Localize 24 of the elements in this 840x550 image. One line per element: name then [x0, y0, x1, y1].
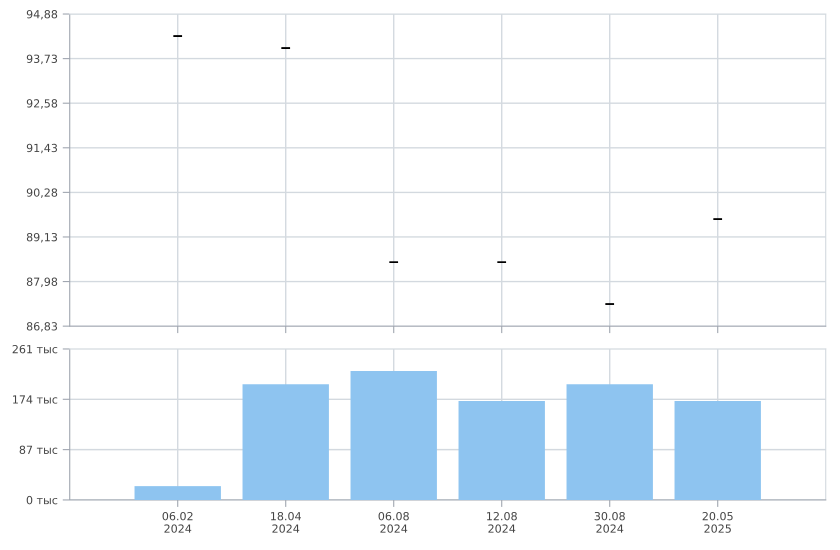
y-tick-label: 261 тыс	[12, 344, 58, 354]
bar	[566, 384, 653, 500]
y-tick-label: 87 тыс	[20, 446, 58, 454]
y-tick-label: 87,98	[26, 278, 58, 288]
bar	[350, 370, 437, 500]
x-tick-label: 18.04 2024	[271, 512, 301, 533]
y-tick-label: 91,43	[26, 144, 58, 154]
y-tick-label: 93,73	[26, 54, 58, 64]
y-tick-label: 94,88	[26, 10, 58, 20]
x-tick-label: 30.08 2024	[594, 512, 625, 533]
x-tick-label: 12.08 2024	[487, 512, 517, 533]
bar	[134, 486, 221, 500]
y-tick-label: 0 тыс	[26, 496, 58, 504]
bar	[242, 384, 329, 500]
y-tick-label: 89,13	[26, 232, 58, 242]
y-tick-label: 174 тыс	[13, 395, 58, 404]
y-tick-label: 90,28	[26, 188, 58, 198]
x-tick-label: 20.05 2025	[702, 512, 733, 533]
bar	[458, 401, 545, 500]
y-tick-label: 92,58	[26, 99, 58, 109]
bar	[674, 401, 761, 500]
x-tick-label: 06.08 2024	[378, 512, 409, 533]
y-tick-label: 86,83	[26, 322, 58, 332]
x-tick-label: 06.02 2024	[162, 512, 193, 533]
